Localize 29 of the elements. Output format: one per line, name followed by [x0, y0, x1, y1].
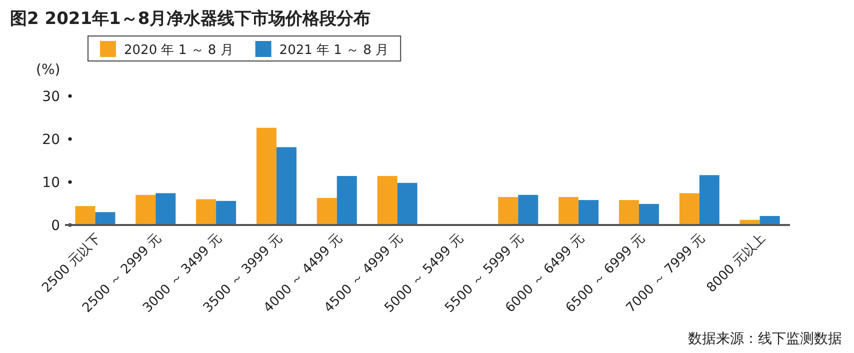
y-tick-label: 10 [42, 175, 60, 191]
y-axis-title: (%) [36, 62, 60, 78]
bar [316, 198, 337, 225]
bar [256, 128, 276, 225]
legend-label: 2021 年 1 ～ 8 月 [279, 43, 389, 58]
bar [216, 200, 236, 225]
bar [679, 193, 700, 225]
bar [377, 176, 398, 225]
bar [699, 175, 720, 225]
bar [336, 176, 357, 225]
bar [618, 200, 639, 225]
y-tick-label: 20 [42, 132, 60, 148]
bar [196, 199, 216, 225]
y-tick-label: 0 [51, 218, 60, 234]
source-note: 数据来源：线下监测数据 [688, 331, 842, 347]
bar [498, 197, 518, 225]
bar [578, 200, 599, 225]
bar [136, 194, 156, 225]
bar [95, 212, 116, 225]
bar [75, 206, 96, 225]
bar [518, 194, 538, 225]
bar [638, 204, 659, 225]
chart-title: 图2 2021年1～8月净水器线下市场价格段分布 [10, 9, 371, 29]
bar [397, 182, 418, 225]
legend-label: 2020 年 1 ～ 8 月 [124, 43, 234, 58]
y-tick-label: 30 [42, 89, 60, 105]
bar [156, 193, 176, 225]
bar [558, 197, 579, 225]
bar [276, 147, 296, 225]
